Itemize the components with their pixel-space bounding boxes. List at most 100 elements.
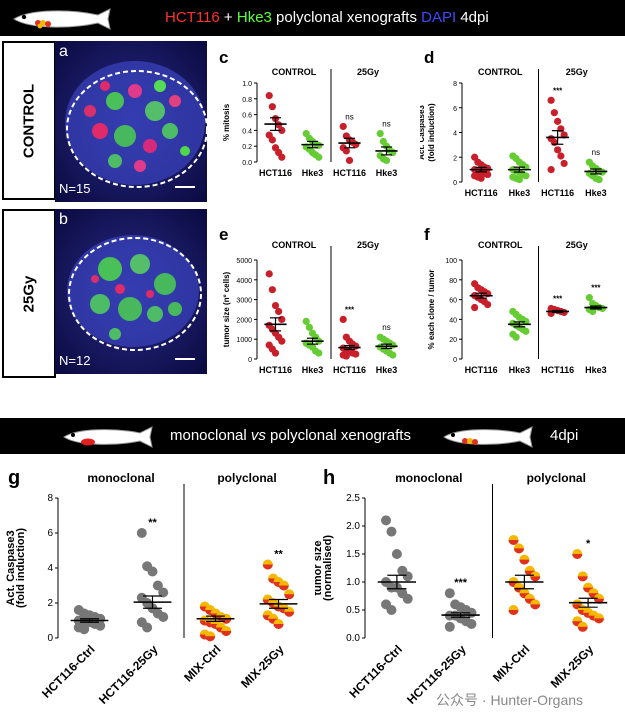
y-tick-label: 1.0: [242, 81, 252, 88]
data-point: [339, 315, 347, 323]
y-tick-label: 0.2: [242, 144, 252, 151]
y-tick-label: 0: [453, 357, 457, 364]
monoclonal-label: monoclonal: [170, 427, 251, 444]
data-point: [550, 138, 558, 146]
data-point: [147, 566, 158, 577]
y-axis-label-2: (fold induction): [427, 103, 436, 162]
x-tick-label: MIX-Ctrl: [181, 642, 223, 684]
x-tick-label: HCT116: [333, 365, 366, 375]
data-point-half: [262, 564, 273, 570]
group-label: CONTROL: [478, 67, 523, 77]
data-point: [589, 307, 597, 316]
side-label-control: CONTROL: [2, 41, 56, 200]
x-tick-label: Hke3: [585, 188, 607, 198]
data-point: [152, 580, 163, 591]
dpi-label: 4dpi: [456, 9, 489, 26]
group-label: 25Gy: [357, 240, 379, 250]
data-point: [268, 103, 276, 111]
data-point: [598, 304, 606, 313]
data-point-half: [284, 594, 295, 600]
data-point: [339, 122, 347, 131]
x-tick-label: Hke3: [509, 188, 531, 198]
y-tick-label: 0: [453, 180, 457, 187]
data-point: [268, 286, 276, 294]
data-point: [278, 315, 286, 323]
x-tick-label: HCT116: [541, 188, 574, 198]
data-point: [554, 117, 562, 125]
data-point: [522, 327, 530, 335]
data-point-half: [513, 548, 524, 554]
y-tick-label: 4: [453, 131, 457, 138]
chart-c: c CONTROL 25Gy 0.0 0.2 0.4 0.6 0.8 1.0 % mitosis H…: [219, 48, 398, 178]
group-label: polyclonal: [217, 471, 276, 485]
group-label: 25Gy: [566, 240, 588, 250]
data-point-half: [508, 540, 519, 545]
y-axis-label: Act. Caspase3: [420, 105, 426, 160]
data-point: [585, 294, 593, 302]
x-tick-label: Hke3: [302, 365, 324, 375]
micrograph-b: b N=12: [55, 209, 207, 374]
significance-label: ns: [382, 323, 390, 332]
y-axis-label: Act. Caspase3: [5, 530, 17, 605]
significance-label: ns: [592, 148, 600, 157]
data-point: [265, 92, 273, 100]
hke3-label: Hke3: [236, 9, 272, 26]
data-point: [278, 126, 286, 134]
y-tick-label: 0.6: [242, 113, 252, 120]
panel-letter: f: [424, 225, 430, 244]
chart-h: h monoclonal polyclonal 0.0 0.5 1.0 1.5 2.0 2.5 t…: [315, 467, 608, 707]
vs-label: vs: [250, 427, 266, 444]
panel-letter: e: [219, 225, 228, 244]
panel-letter: h: [323, 467, 335, 489]
panel-letter: c: [219, 48, 228, 67]
data-point: [271, 301, 280, 310]
significance-label: **: [274, 549, 283, 561]
zebrafish-icon: [443, 426, 533, 448]
data-point: [386, 605, 397, 615]
y-axis-label: tumor size (nº cells): [222, 271, 231, 347]
figure-header-top: HCT116 + Hke3 polyclonal xenografts DAPI…: [0, 0, 625, 36]
data-point: [466, 619, 477, 629]
x-tick-label: HCT116: [259, 365, 292, 375]
group-label: monoclonal: [395, 471, 462, 485]
group-label: CONTROL: [272, 240, 317, 250]
y-axis-label-2: (normalised): [322, 535, 334, 601]
data-point: [391, 549, 402, 559]
micrograph-a: a N=15: [55, 41, 207, 202]
panel-letter: d: [424, 48, 434, 67]
data-point: [158, 587, 169, 598]
chart-d: d CONTROL 25Gy 0 2 4 6 8 Act. Caspase3 (fold indu…: [420, 48, 608, 198]
data-point: [477, 174, 485, 182]
data-point: [522, 317, 530, 325]
watermark: 公众号 · Hunter-Organs: [436, 692, 584, 708]
y-tick-label: 0.0: [346, 633, 360, 644]
micrograph-b-image: [55, 209, 207, 374]
significance-label: **: [148, 517, 157, 529]
significance-label: ***: [345, 305, 355, 314]
data-point: [444, 588, 455, 599]
y-axis-label: tumor size: [315, 540, 324, 595]
y-tick-label: 8: [47, 493, 53, 504]
significance-label: ***: [454, 577, 468, 589]
data-point: [278, 337, 286, 345]
data-point: [315, 349, 323, 357]
x-tick-label: HCT116: [259, 168, 292, 178]
y-axis-label: % mitosis: [222, 103, 231, 141]
y-tick-label: 80: [449, 278, 457, 285]
y-tick-label: 5000: [236, 258, 252, 265]
x-tick-label: HCT116-Ctrl: [347, 642, 405, 700]
xenograft-label: polyclonal xenografts: [271, 9, 422, 26]
data-point: [302, 317, 310, 325]
data-point-half: [278, 585, 289, 591]
data-point-half: [221, 631, 232, 636]
n-count-b: N=12: [59, 353, 91, 368]
data-point: [352, 141, 360, 149]
panel-letter: g: [8, 467, 20, 489]
data-point: [345, 156, 354, 165]
chart-f: f CONTROL 25Gy 0 20 40 60 80 100 % each clone / t…: [424, 225, 608, 375]
x-tick-label: HCT116-25Gy: [96, 642, 161, 707]
group-label: CONTROL: [478, 240, 523, 250]
x-tick-label: MIX-Ctrl: [490, 642, 532, 684]
y-tick-label: 0.5: [346, 605, 360, 616]
data-point: [95, 620, 106, 631]
